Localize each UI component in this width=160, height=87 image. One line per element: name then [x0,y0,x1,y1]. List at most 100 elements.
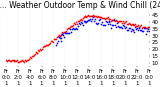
Point [78,20,81,21]
Point [68,32,70,34]
Point [101,24,104,25]
Point [26,59,28,60]
Point [136,25,139,26]
Point [119,26,121,27]
Point [8,60,11,62]
Point [115,20,117,21]
Point [57,36,60,38]
Point [116,20,118,22]
Point [110,20,113,22]
Point [70,26,72,27]
Point [70,31,72,32]
Point [141,30,143,31]
Point [52,39,55,40]
Point [109,23,112,25]
Point [120,26,122,27]
Point [118,20,120,21]
Point [111,19,114,21]
Point [24,59,26,60]
Point [100,22,103,23]
Point [125,23,128,24]
Point [18,61,20,63]
Point [66,33,68,34]
Point [126,23,129,24]
Point [134,27,137,28]
Point [36,52,39,53]
Point [79,21,82,23]
Point [107,21,110,23]
Point [55,36,58,38]
Point [80,19,83,21]
Point [76,28,78,30]
Point [131,24,134,26]
Point [124,22,126,23]
Point [99,16,101,18]
Point [83,21,86,23]
Point [4,60,7,61]
Point [81,24,84,26]
Point [139,25,141,27]
Point [87,15,90,16]
Point [137,29,140,30]
Point [44,45,46,47]
Point [104,21,107,22]
Point [54,38,57,39]
Point [5,60,8,61]
Point [112,19,115,21]
Point [103,24,106,25]
Point [140,25,142,26]
Point [140,29,142,31]
Point [15,60,18,62]
Point [105,21,108,23]
Point [107,18,110,20]
Point [144,26,146,27]
Point [11,59,14,61]
Point [116,22,118,24]
Point [142,26,144,27]
Point [68,27,70,29]
Point [142,31,144,32]
Point [27,59,29,61]
Point [58,37,61,39]
Point [111,24,114,26]
Point [113,18,116,19]
Point [75,21,77,23]
Point [143,28,145,29]
Point [69,26,71,27]
Point [39,49,42,50]
Point [123,26,125,27]
Point [132,24,135,25]
Point [89,16,92,17]
Point [78,23,81,24]
Point [54,44,57,46]
Point [108,18,111,20]
Point [87,19,90,21]
Point [81,17,84,19]
Point [113,20,116,21]
Point [99,18,101,19]
Point [136,27,139,28]
Point [146,31,148,32]
Point [6,60,9,61]
Point [84,16,87,17]
Point [91,15,93,17]
Point [96,17,98,18]
Point [147,26,149,27]
Point [125,29,128,31]
Point [28,57,31,58]
Point [129,30,132,32]
Point [94,18,96,19]
Point [73,28,75,30]
Point [100,18,103,19]
Point [14,60,17,62]
Point [65,33,68,34]
Point [56,40,59,42]
Point [33,54,36,55]
Point [82,16,85,18]
Point [98,19,100,21]
Point [105,18,108,19]
Point [95,22,97,24]
Point [64,31,67,32]
Point [117,21,119,23]
Point [91,18,93,20]
